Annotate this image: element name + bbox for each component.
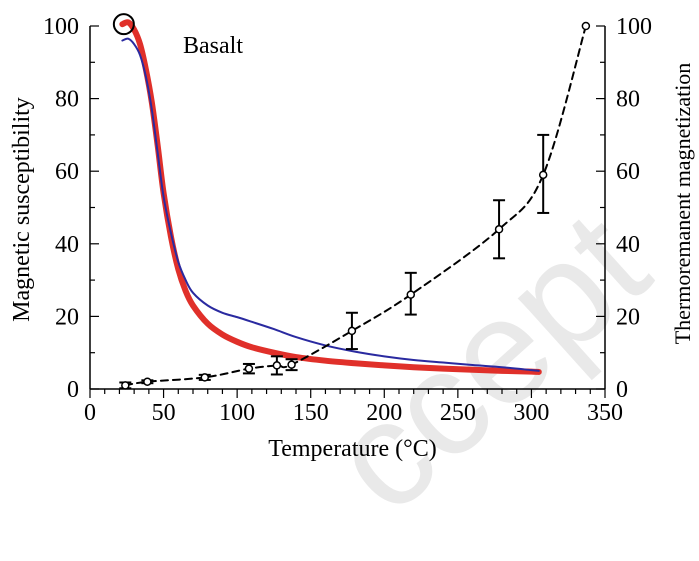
x-tick-label: 200: [366, 400, 402, 426]
series-line-0: [119, 19, 542, 375]
basalt-annotation: Basalt: [183, 33, 243, 59]
y-left-tick-label: 40: [55, 232, 79, 258]
data-point: [244, 364, 254, 373]
x-tick-label: 300: [513, 400, 549, 426]
x-tick-label: 150: [293, 400, 329, 426]
y-right-tick-label: 60: [616, 159, 640, 185]
y-left-tick-label: 20: [55, 304, 79, 330]
data-point: [143, 377, 152, 386]
y-right-tick-label: 0: [616, 377, 628, 403]
series-line-1: [121, 37, 540, 372]
x-tick-label: 250: [440, 400, 476, 426]
x-axis-title: Temperature (°C): [268, 436, 437, 462]
y-left-tick-label: 0: [67, 377, 79, 403]
data-point: [200, 373, 210, 382]
y-left-tick-label: 60: [55, 159, 79, 185]
x-tick-label: 100: [219, 400, 255, 426]
y-right-tick-label: 100: [616, 14, 652, 40]
x-tick-label: 350: [587, 400, 623, 426]
y-right-tick-label: 40: [616, 232, 640, 258]
y-right-axis-title: Thermoremanent magnetization: [670, 63, 695, 345]
data-point: [272, 361, 282, 370]
data-point: [406, 290, 416, 299]
start-highlight-circle: [112, 13, 135, 36]
x-tick-label: 50: [152, 400, 176, 426]
y-left-axis-title: Magnetic susceptibility: [9, 97, 35, 322]
y-left-tick-label: 80: [55, 87, 79, 113]
data-point: [494, 225, 504, 234]
data-point: [121, 381, 130, 390]
y-right-tick-label: 20: [616, 304, 640, 330]
data-point: [287, 360, 296, 369]
data-point: [347, 326, 357, 336]
x-tick-label: 0: [84, 400, 96, 426]
data-point: [538, 170, 548, 180]
y-left-tick-label: 100: [43, 14, 79, 40]
y-right-tick-label: 80: [616, 87, 640, 113]
data-point: [581, 21, 591, 31]
